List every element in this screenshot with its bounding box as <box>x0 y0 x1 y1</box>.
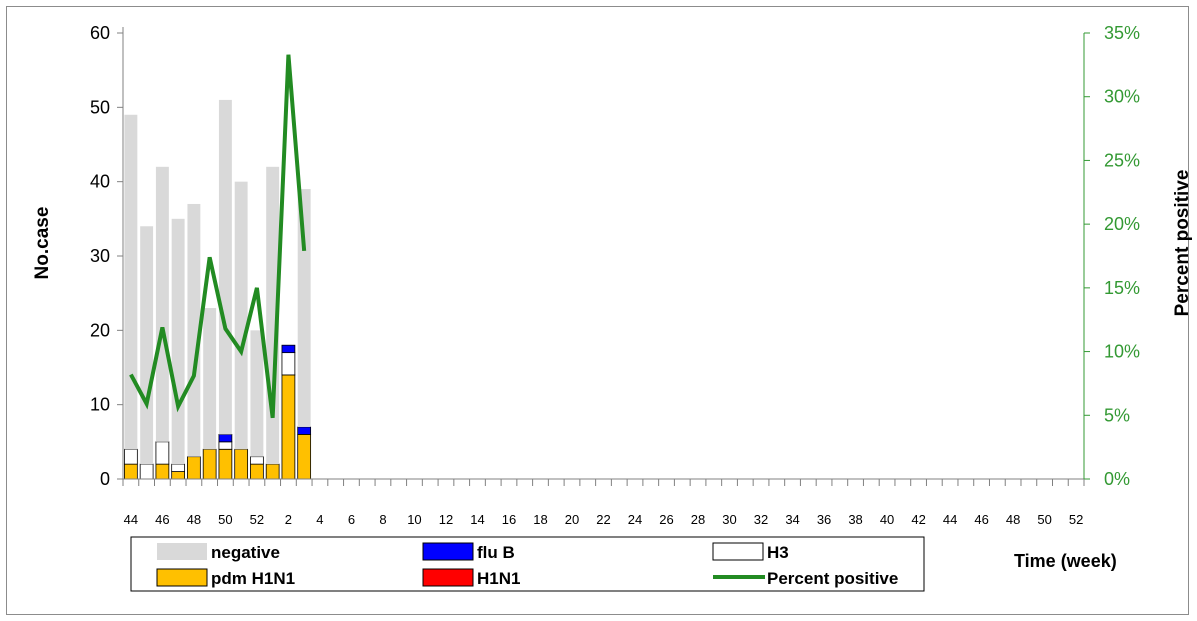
bar-negative-50 <box>218 99 232 435</box>
bar-pdm-h1n1-52 <box>250 463 264 480</box>
bar-flu-b-50 <box>218 433 233 443</box>
bar-pdm-h1n1-49 <box>202 448 217 480</box>
percent-line-layer <box>129 54 307 419</box>
y-left-tick-label-20: 20 <box>90 320 110 340</box>
x-tick-label-19: 30 <box>722 512 736 527</box>
bar-pdm-h1n1-50 <box>218 448 233 480</box>
x-tick-label-5: 2 <box>285 512 292 527</box>
legend-swatch-h1n1 <box>422 568 474 587</box>
legend-swatch-pdm-h1n1 <box>156 568 208 587</box>
legend-swatch-flu-b <box>422 542 474 561</box>
bar-h3-44 <box>124 448 138 465</box>
x-tick-label-30: 52 <box>1069 512 1083 527</box>
legend-box <box>130 536 925 592</box>
x-tick-label-9: 10 <box>407 512 421 527</box>
bar-negative-45 <box>140 226 154 465</box>
y-right-tick-label-3: 15% <box>1104 278 1140 298</box>
bar-h3-52 <box>250 456 264 465</box>
x-tick-label-12: 16 <box>502 512 516 527</box>
legend-label-negative: negative <box>211 543 280 562</box>
y-axis-left-title: No.case <box>32 207 53 280</box>
x-tick-label-24: 40 <box>880 512 894 527</box>
x-tick-label-7: 6 <box>348 512 355 527</box>
y-left-tick-label-50: 50 <box>90 97 110 117</box>
x-tick-label-1: 46 <box>155 512 169 527</box>
x-tick-label-18: 28 <box>691 512 705 527</box>
x-tick-label-14: 20 <box>565 512 579 527</box>
x-tick-label-27: 46 <box>974 512 988 527</box>
bar-pdm-h1n1-44 <box>124 463 138 480</box>
x-tick-label-20: 32 <box>754 512 768 527</box>
bar-flu-b-3 <box>297 426 312 435</box>
y-left-tick-label-0: 0 <box>100 469 110 489</box>
x-tick-label-6: 4 <box>316 512 323 527</box>
x-tick-label-22: 36 <box>817 512 831 527</box>
x-tick-label-21: 34 <box>785 512 799 527</box>
bar-negative-47 <box>171 218 185 465</box>
bar-pdm-h1n1-1 <box>265 463 280 480</box>
y-right-tick-label-7: 35% <box>1104 23 1140 43</box>
y-left-tick-label-30: 30 <box>90 246 110 266</box>
y-right-tick-label-4: 20% <box>1104 214 1140 234</box>
bar-h3-46 <box>155 441 170 465</box>
y-left-tick-label-40: 40 <box>90 172 110 192</box>
bar-pdm-h1n1-48 <box>187 456 201 480</box>
legend-label-pdm-h1n1: pdm H1N1 <box>211 569 295 588</box>
x-tick-label-0: 44 <box>124 512 138 527</box>
x-tick-label-26: 44 <box>943 512 957 527</box>
bar-flu-b-2 <box>281 344 296 354</box>
bar-pdm-h1n1-47 <box>171 471 185 480</box>
legend-label-h1n1: H1N1 <box>477 569 520 588</box>
y-right-tick-label-6: 30% <box>1104 87 1140 107</box>
legend-swatch-negative <box>157 543 207 560</box>
axes-layer <box>122 27 1085 480</box>
x-tick-label-23: 38 <box>848 512 862 527</box>
bar-negative-46 <box>155 166 169 442</box>
x-tick-label-28: 48 <box>1006 512 1020 527</box>
bar-negative-44 <box>124 114 138 450</box>
y-right-tick-label-5: 25% <box>1104 150 1140 170</box>
legend-label-percent-positive: Percent positive <box>767 569 898 588</box>
x-tick-label-15: 22 <box>596 512 610 527</box>
bar-pdm-h1n1-3 <box>297 433 312 480</box>
y-left-tick-label-10: 10 <box>90 395 110 415</box>
x-tick-label-16: 24 <box>628 512 642 527</box>
x-tick-label-4: 52 <box>250 512 264 527</box>
y-right-tick-label-1: 5% <box>1104 405 1130 425</box>
y-right-tick-label-2: 10% <box>1104 342 1140 362</box>
bar-pdm-h1n1-2 <box>281 374 296 480</box>
bar-negative-49 <box>203 308 217 450</box>
bar-negative-48 <box>187 203 201 457</box>
bar-h3-2 <box>281 352 296 376</box>
y-left-tick-label-60: 60 <box>90 23 110 43</box>
x-tick-label-10: 12 <box>439 512 453 527</box>
x-tick-label-29: 50 <box>1037 512 1051 527</box>
bar-h3-47 <box>171 463 185 472</box>
x-axis-title: Time (week) <box>1014 551 1117 571</box>
bar-pdm-h1n1-46 <box>155 463 170 480</box>
bar-negative-3 <box>297 189 311 427</box>
y-right-tick-label-0: 0% <box>1104 469 1130 489</box>
bar-negative-52 <box>250 330 264 457</box>
x-tick-label-3: 50 <box>218 512 232 527</box>
legend-label-h3: H3 <box>767 543 789 562</box>
bar-negative-51 <box>234 181 248 450</box>
x-tick-label-11: 14 <box>470 512 484 527</box>
x-tick-label-17: 26 <box>659 512 673 527</box>
bars-layer <box>124 99 312 480</box>
legend: negative flu B H3 pdm H1N1 H1N1 Percent posit… <box>130 536 925 592</box>
percent-positive-line <box>129 54 307 419</box>
bar-pdm-h1n1-51 <box>234 448 249 480</box>
x-tick-label-25: 42 <box>911 512 925 527</box>
bar-h3-50 <box>218 441 233 450</box>
bar-h3-45 <box>139 463 154 480</box>
x-tick-label-2: 48 <box>187 512 201 527</box>
y-axis-right-title: Percent positive <box>1172 170 1193 317</box>
x-tick-label-13: 18 <box>533 512 547 527</box>
x-tick-label-8: 8 <box>379 512 386 527</box>
legend-label-flu-b: flu B <box>477 543 515 562</box>
legend-swatch-h3 <box>712 542 764 561</box>
